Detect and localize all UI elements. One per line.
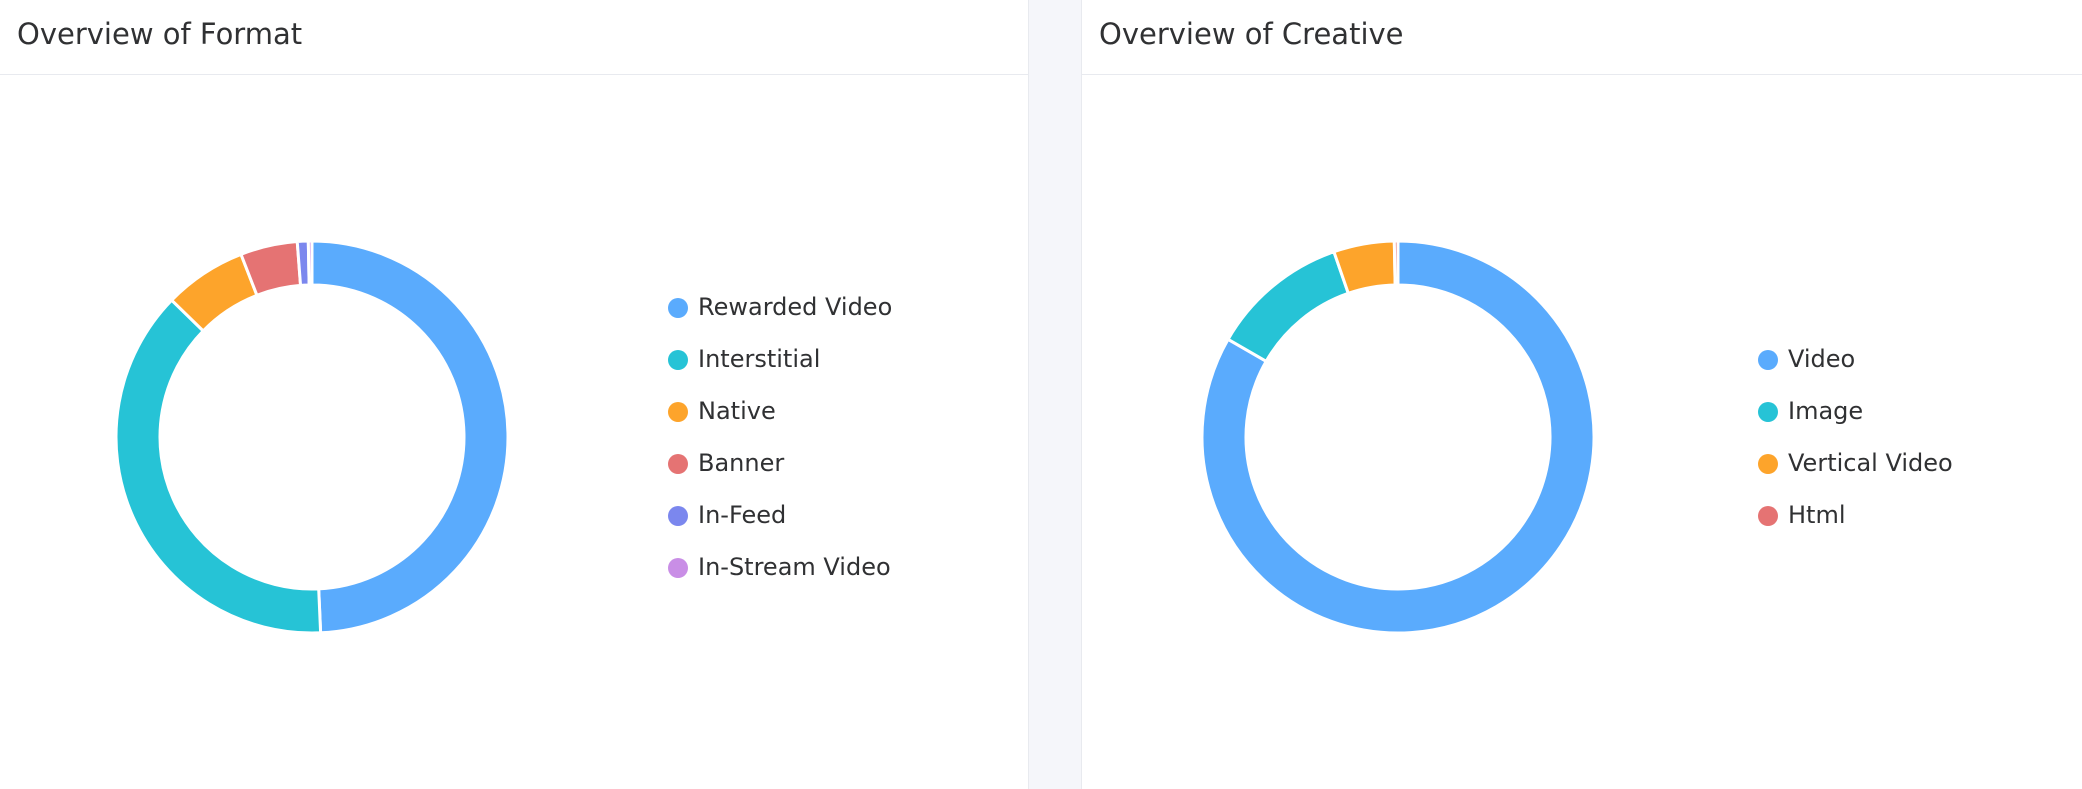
legend-label: Image xyxy=(1788,397,1864,425)
slice-rewarded-video[interactable] xyxy=(310,239,510,635)
slice-video[interactable] xyxy=(1200,239,1596,635)
legend-label: In-Stream Video xyxy=(698,553,891,581)
legend-dot-native xyxy=(668,402,688,422)
legend-item-image[interactable]: Image xyxy=(1758,385,1953,437)
format-legend: Rewarded Video Interstitial Native Banner In… xyxy=(668,281,892,593)
legend-label: Interstitial xyxy=(698,345,821,373)
legend-item-vertical-video[interactable]: Vertical Video xyxy=(1758,437,1953,489)
legend-dot-video xyxy=(1758,350,1778,370)
legend-dot-interstitial xyxy=(668,350,688,370)
slice-image[interactable] xyxy=(1226,250,1350,363)
legend-item-native[interactable]: Native xyxy=(668,385,892,437)
format-panel-header: Overview of Format xyxy=(0,0,1028,75)
slice-in-stream-video[interactable] xyxy=(306,239,314,287)
legend-label: Video xyxy=(1788,345,1856,373)
creative-legend: Video Image Vertical Video Html xyxy=(1758,333,1953,541)
legend-label: Native xyxy=(698,397,776,425)
format-donut-chart xyxy=(114,239,510,635)
legend-label: In-Feed xyxy=(698,501,787,529)
slice-html[interactable] xyxy=(1392,239,1400,287)
legend-dot-vertical-video xyxy=(1758,454,1778,474)
creative-donut-chart xyxy=(1200,239,1596,635)
legend-dot-in-stream-video xyxy=(668,558,688,578)
legend-dot-html xyxy=(1758,506,1778,526)
legend-item-video[interactable]: Video xyxy=(1758,333,1953,385)
format-panel: Overview of Format Rewarded Video Interst… xyxy=(0,0,1029,789)
legend-item-rewarded-video[interactable]: Rewarded Video xyxy=(668,281,892,333)
legend-label: Vertical Video xyxy=(1788,449,1953,477)
creative-panel-header: Overview of Creative xyxy=(1082,0,2082,75)
legend-dot-in-feed xyxy=(668,506,688,526)
legend-item-in-feed[interactable]: In-Feed xyxy=(668,489,892,541)
creative-panel: Overview of Creative Video Image Vertical … xyxy=(1081,0,2082,789)
legend-label: Rewarded Video xyxy=(698,293,893,321)
legend-item-banner[interactable]: Banner xyxy=(668,437,892,489)
legend-item-interstitial[interactable]: Interstitial xyxy=(668,333,892,385)
slice-interstitial[interactable] xyxy=(114,298,323,635)
legend-label: Html xyxy=(1788,501,1846,529)
legend-dot-image xyxy=(1758,402,1778,422)
legend-item-in-stream-video[interactable]: In-Stream Video xyxy=(668,541,892,593)
legend-label: Banner xyxy=(698,449,785,477)
legend-item-html[interactable]: Html xyxy=(1758,489,1953,541)
legend-dot-rewarded-video xyxy=(668,298,688,318)
legend-dot-banner xyxy=(668,454,688,474)
format-panel-title: Overview of Format xyxy=(17,17,303,51)
creative-panel-title: Overview of Creative xyxy=(1099,17,1404,51)
